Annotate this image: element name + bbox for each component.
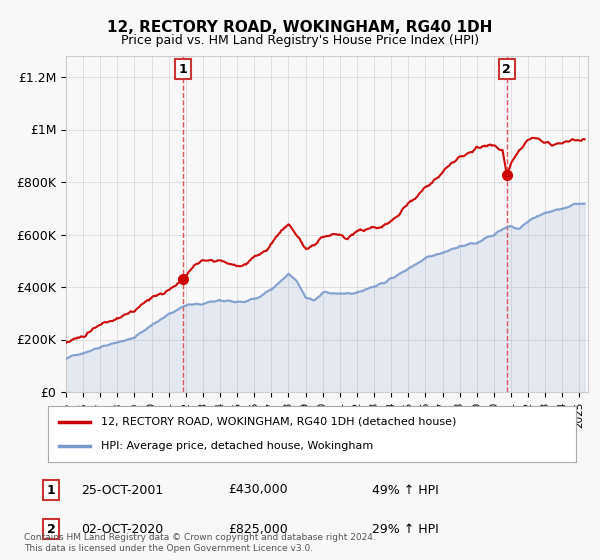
Text: 12, RECTORY ROAD, WOKINGHAM, RG40 1DH: 12, RECTORY ROAD, WOKINGHAM, RG40 1DH: [107, 20, 493, 35]
Text: 2: 2: [502, 63, 511, 76]
Text: Price paid vs. HM Land Registry's House Price Index (HPI): Price paid vs. HM Land Registry's House …: [121, 34, 479, 46]
Text: 2: 2: [47, 522, 55, 536]
Text: £825,000: £825,000: [228, 522, 288, 536]
Text: 29% ↑ HPI: 29% ↑ HPI: [372, 522, 439, 536]
Text: 25-OCT-2001: 25-OCT-2001: [81, 483, 163, 497]
Text: £430,000: £430,000: [228, 483, 287, 497]
Text: Contains HM Land Registry data © Crown copyright and database right 2024.
This d: Contains HM Land Registry data © Crown c…: [24, 533, 376, 553]
Text: 12, RECTORY ROAD, WOKINGHAM, RG40 1DH (detached house): 12, RECTORY ROAD, WOKINGHAM, RG40 1DH (d…: [101, 417, 456, 427]
Text: 02-OCT-2020: 02-OCT-2020: [81, 522, 163, 536]
Text: 1: 1: [178, 63, 187, 76]
Text: HPI: Average price, detached house, Wokingham: HPI: Average price, detached house, Woki…: [101, 441, 373, 451]
Text: 49% ↑ HPI: 49% ↑ HPI: [372, 483, 439, 497]
Text: 1: 1: [47, 483, 55, 497]
